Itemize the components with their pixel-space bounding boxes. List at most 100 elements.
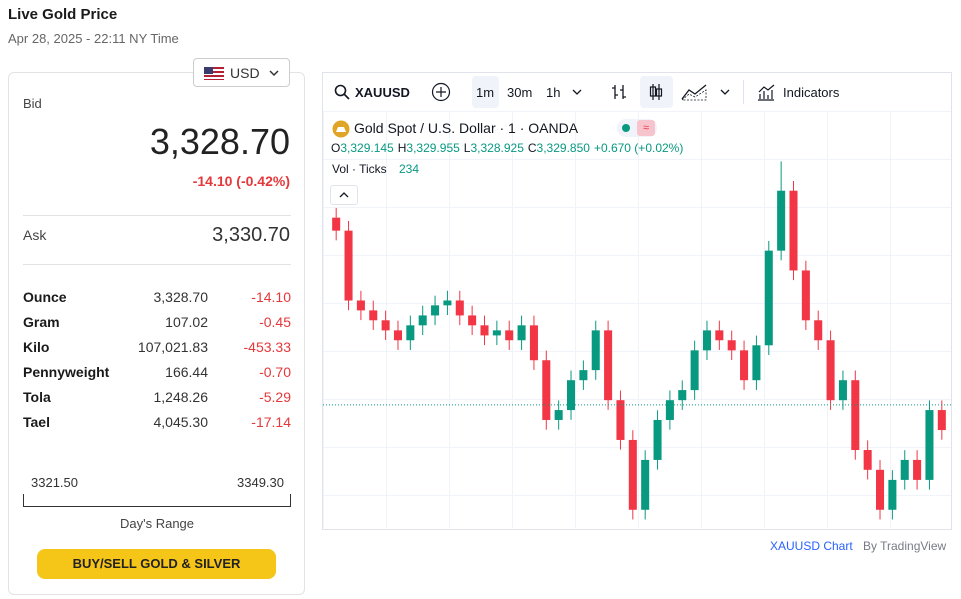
- candle-body: [591, 330, 600, 371]
- unit-row: Pennyweight 166.44 -0.70: [23, 364, 291, 384]
- candle-body: [888, 479, 897, 510]
- footer-by: By TradingView: [863, 539, 947, 553]
- vol-label: Vol · Ticks: [332, 162, 387, 176]
- candle-body: [764, 250, 773, 346]
- candle-body: [616, 400, 625, 440]
- unit-row: Tael 4,045.30 -17.14: [23, 414, 291, 434]
- search-icon: [334, 84, 350, 100]
- add-symbol-icon[interactable]: [431, 82, 451, 102]
- candle-body: [554, 410, 563, 420]
- candle-body: [480, 325, 489, 336]
- candle-body: [937, 410, 946, 431]
- candle-body: [715, 330, 724, 341]
- interval[interactable]: 1m: [476, 85, 495, 100]
- ohlc-key: O: [331, 141, 341, 155]
- unit-row: Gram 107.02 -0.45: [23, 314, 291, 334]
- ohlc-value: 3,329.850: [536, 141, 590, 155]
- unit-row: Ounce 3,328.70 -14.10: [23, 289, 291, 309]
- candle-body: [431, 305, 440, 316]
- candle-body: [826, 340, 835, 401]
- candle-body: [727, 340, 736, 351]
- candle-body: [344, 230, 353, 301]
- candle-body: [505, 330, 514, 341]
- interval[interactable]: 1h: [546, 85, 561, 100]
- candle-body: [814, 320, 823, 341]
- price-card: [8, 72, 305, 595]
- range-bar: [23, 494, 291, 507]
- chart-type-icon[interactable]: [680, 82, 708, 102]
- ohlc-legend: O3,329.145 H3,329.955 L3,328.925 C3,329.850…: [331, 141, 683, 155]
- ohlc-value: 3,329.955: [406, 141, 460, 155]
- candle-body: [393, 330, 402, 341]
- candle-style-icon[interactable]: [646, 82, 666, 102]
- interval[interactable]: 30m: [507, 85, 533, 100]
- ohlc-value: 3,328.925: [470, 141, 524, 155]
- bid-value: 3,328.70: [149, 121, 290, 162]
- unit-name: Ounce: [23, 289, 67, 305]
- collapse-button[interactable]: [330, 185, 358, 205]
- candle-body: [604, 330, 613, 401]
- unit-change: -0.45: [259, 314, 291, 330]
- candle-body: [641, 459, 650, 510]
- chart-widget: [322, 72, 952, 530]
- indicators-label[interactable]: Indicators: [783, 85, 840, 100]
- currency-code: USD: [230, 65, 260, 81]
- candle-body: [900, 459, 909, 480]
- ohlc-key: H: [397, 141, 407, 155]
- symbol[interactable]: XAUUSD: [355, 85, 410, 100]
- candle-body: [702, 330, 711, 351]
- status-pill: ≈: [617, 119, 657, 137]
- unit-name: Kilo: [23, 339, 50, 355]
- candle-body: [468, 315, 477, 326]
- candle-body: [542, 360, 551, 420]
- candle-body: [838, 380, 847, 401]
- candle-body: [579, 370, 588, 381]
- unit-name: Pennyweight: [23, 364, 110, 380]
- unit-price: 3,328.70: [153, 289, 209, 305]
- bid-change: -14.10 (-0.42%): [192, 173, 290, 189]
- divider: [23, 264, 291, 265]
- candle-body: [851, 380, 860, 451]
- unit-change: -453.33: [243, 339, 291, 355]
- bar-style-icon[interactable]: [609, 82, 629, 102]
- ohlc-key: L: [463, 141, 471, 155]
- ask-label: Ask: [23, 227, 47, 243]
- candle-body: [529, 325, 538, 361]
- candle-body: [406, 325, 415, 341]
- vol-value: 234: [399, 162, 420, 176]
- unit-price: 1,248.26: [153, 389, 209, 405]
- candle-body: [678, 390, 687, 401]
- unit-change: -14.10: [251, 289, 291, 305]
- unit-name: Tola: [23, 389, 51, 405]
- candlestick-plot: [323, 161, 951, 520]
- candle-body: [455, 300, 464, 316]
- interval-active-bg: [472, 76, 499, 108]
- bid-label: Bid: [23, 96, 42, 111]
- range-low: 3321.50: [31, 475, 78, 490]
- candle-body: [653, 419, 662, 460]
- candle-body: [740, 350, 749, 381]
- legend-title: Gold Spot / U.S. Dollar · 1 · OANDA: [354, 120, 579, 136]
- buy-sell-button[interactable]: BUY/SELL GOLD & SILVER: [37, 549, 276, 579]
- unit-change: -0.70: [259, 364, 291, 380]
- chevron[interactable]: [572, 88, 582, 96]
- page-title: Live Gold Price: [8, 6, 118, 23]
- candle-body: [690, 350, 699, 391]
- candle-body: [332, 217, 341, 231]
- flag-icon: [204, 67, 224, 80]
- candle-body: [863, 450, 872, 470]
- unit-name: Tael: [23, 414, 50, 430]
- footer-link[interactable]: XAUUSD Chart: [770, 539, 853, 553]
- candle-body: [801, 270, 810, 321]
- candle-body: [418, 315, 427, 326]
- candle-body: [567, 380, 576, 411]
- range-label: Day's Range: [119, 516, 195, 531]
- plot-grid: [323, 111, 951, 528]
- chevron[interactable]: [720, 88, 730, 96]
- candle-body: [443, 300, 452, 306]
- candle-body: [517, 325, 526, 341]
- unit-name: Gram: [23, 314, 60, 330]
- unit-price: 4,045.30: [153, 414, 209, 430]
- currency-select[interactable]: USD: [193, 58, 290, 87]
- indicators-icon[interactable]: [756, 82, 776, 102]
